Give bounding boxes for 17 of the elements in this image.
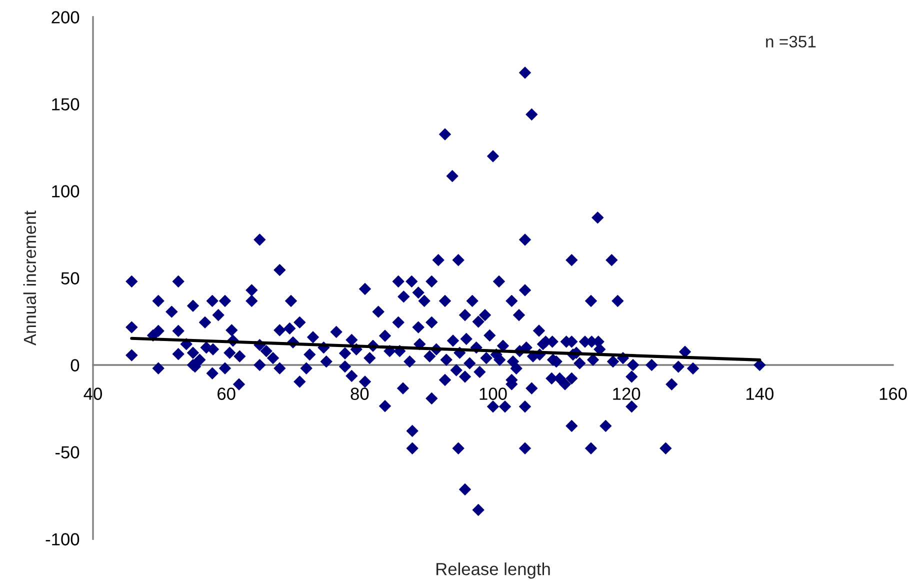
- annotation: n =351: [766, 36, 816, 48]
- x-tick-label: 40: [84, 388, 102, 400]
- y-tick-label: 150: [52, 98, 80, 110]
- x-tick-label: 120: [613, 388, 640, 400]
- y-tick-label: -50: [55, 446, 80, 458]
- x-tick-label: 100: [480, 388, 507, 400]
- y-tick-label: 0: [70, 359, 80, 372]
- x-tick-label: 60: [218, 388, 236, 400]
- x-axis-title: Release length: [436, 562, 550, 579]
- x-tick-label: 140: [746, 388, 774, 400]
- y-tick-label: 200: [52, 11, 80, 24]
- y-tick-label: 100: [52, 185, 80, 198]
- x-tick-label: 160: [880, 388, 907, 400]
- y-tick-label: -100: [46, 533, 80, 546]
- y-tick-label: 50: [61, 272, 80, 284]
- y-axis-title: Annual increment: [23, 210, 36, 346]
- x-tick-label: 80: [350, 388, 369, 400]
